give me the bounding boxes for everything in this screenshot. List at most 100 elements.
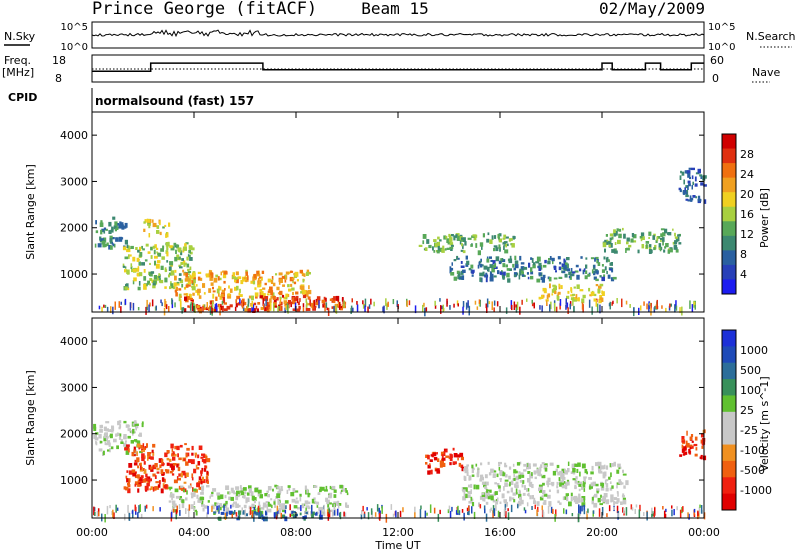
heatmap-cell — [176, 445, 180, 451]
heatmap-cell — [595, 284, 599, 287]
heatmap-cell — [302, 294, 307, 299]
heatmap-cell — [462, 306, 464, 315]
heatmap-cell — [93, 426, 97, 431]
heatmap-cell — [166, 457, 170, 461]
heatmap-cell — [297, 301, 300, 306]
heatmap-cell — [202, 453, 206, 458]
heatmap-cell — [240, 280, 244, 285]
heatmap-cell — [127, 245, 130, 250]
heatmap-cell — [150, 478, 152, 482]
heatmap-cell — [140, 513, 143, 519]
heatmap-cell — [687, 173, 691, 178]
heatmap-cell — [258, 514, 262, 519]
heatmap-cell — [267, 494, 270, 498]
heatmap-cell — [480, 474, 483, 480]
heatmap-cell — [468, 508, 470, 516]
heatmap-cell — [658, 246, 661, 250]
heatmap-cell — [528, 262, 531, 268]
heatmap-cell — [183, 293, 188, 296]
heatmap-cell — [257, 493, 260, 497]
heatmap-cell — [505, 511, 507, 518]
heatmap-cell — [270, 498, 273, 501]
heatmap-cell — [208, 288, 212, 293]
heatmap-cell — [471, 506, 473, 514]
nsearch-label: N.Search — [746, 30, 796, 43]
heatmap-cell — [414, 512, 416, 518]
heatmap-cell — [313, 485, 318, 488]
heatmap-cell — [260, 291, 264, 296]
heatmap-cell — [692, 195, 696, 198]
heatmap-cell — [570, 288, 573, 294]
heatmap-cell — [687, 185, 689, 190]
heatmap-cell — [218, 304, 220, 309]
heatmap-cell — [460, 265, 465, 268]
heatmap-cell — [110, 446, 114, 450]
heatmap-cell — [606, 479, 609, 482]
heatmap-cell — [574, 480, 578, 484]
heatmap-cell — [333, 504, 336, 511]
heatmap-cell — [146, 219, 151, 223]
heatmap-cell — [502, 242, 507, 245]
heatmap-cell — [622, 497, 626, 501]
heatmap-cell — [601, 269, 605, 273]
heatmap-cell — [498, 244, 501, 249]
colorbar-swatch — [722, 493, 736, 511]
heatmap-cell — [304, 500, 309, 505]
heatmap-cell — [328, 494, 332, 499]
heatmap-cell — [300, 505, 302, 512]
heatmap-cell — [172, 503, 177, 508]
heatmap-cell — [579, 505, 582, 514]
heatmap-cell — [613, 500, 616, 506]
heatmap-cell — [531, 495, 534, 500]
heatmap-cell — [130, 263, 133, 268]
heatmap-cell — [315, 512, 318, 516]
heatmap-cell — [154, 255, 158, 259]
heatmap-cell — [502, 277, 505, 280]
heatmap-cell — [567, 461, 570, 466]
heatmap-cell — [504, 249, 509, 254]
heatmap-cell — [180, 301, 182, 310]
heatmap-cell — [638, 509, 641, 518]
heatmap-cell — [465, 493, 468, 499]
heatmap-cell — [259, 295, 264, 299]
heatmap-cell — [672, 228, 674, 231]
heatmap-cell — [211, 305, 213, 314]
heatmap-cell — [541, 295, 544, 299]
heatmap-cell — [500, 258, 502, 263]
heatmap-cell — [473, 511, 476, 519]
heatmap-cell — [583, 488, 586, 492]
heatmap-cell — [257, 489, 262, 494]
heatmap-cell — [453, 259, 457, 262]
heatmap-cell — [408, 300, 411, 306]
heatmap-cell — [602, 474, 606, 479]
heatmap-cell — [132, 256, 136, 262]
heatmap-cell — [498, 260, 502, 265]
heatmap-cell — [536, 501, 540, 506]
heatmap-cell — [136, 273, 140, 277]
heatmap-cell — [482, 271, 485, 277]
heatmap-cell — [506, 490, 510, 494]
heatmap-cell — [485, 481, 489, 486]
heatmap-cell — [140, 465, 142, 470]
heatmap-cell — [178, 504, 181, 510]
heatmap-cell — [111, 511, 113, 515]
heatmap-cell — [287, 284, 290, 288]
heatmap-cell — [546, 300, 548, 306]
heatmap-cell — [373, 301, 375, 307]
heatmap-cell — [124, 239, 128, 245]
heatmap-cell — [308, 285, 310, 290]
heatmap-cell — [122, 263, 125, 268]
heatmap-cell — [181, 503, 185, 509]
heatmap-cell — [103, 434, 107, 439]
heatmap-cell — [295, 497, 298, 500]
heatmap-cell — [552, 284, 556, 287]
heatmap-cell — [594, 257, 596, 262]
heatmap-cell — [188, 250, 191, 254]
heatmap-cell — [215, 303, 218, 309]
heatmap-cell — [566, 481, 570, 486]
heatmap-cell — [299, 493, 302, 497]
heatmap-cell — [527, 463, 531, 468]
heatmap-cell — [181, 283, 184, 288]
heatmap-cell — [682, 453, 686, 456]
heatmap-cell — [585, 264, 588, 269]
